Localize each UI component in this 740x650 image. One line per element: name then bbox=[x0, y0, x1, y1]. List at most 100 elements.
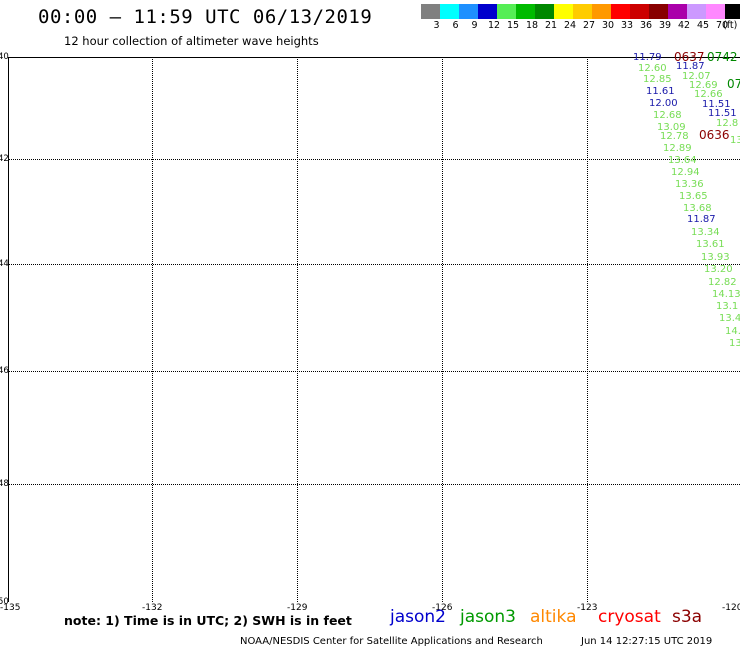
longitude-gridline bbox=[442, 57, 443, 602]
color-scale-label: 45 bbox=[697, 20, 710, 31]
wave-height-value: 13 bbox=[730, 135, 740, 146]
generated-timestamp: Jun 14 12:27:15 UTC 2019 bbox=[581, 636, 713, 647]
pass-time-label: 0742 bbox=[707, 50, 738, 64]
longitude-tick-label: -132 bbox=[142, 603, 163, 613]
wave-height-value: 13.4 bbox=[719, 313, 740, 324]
color-swatch bbox=[668, 4, 687, 19]
color-swatch bbox=[535, 4, 554, 19]
wave-height-value: 13.68 bbox=[683, 203, 712, 214]
color-swatch bbox=[573, 4, 592, 19]
satellite-legend-item: altika bbox=[530, 607, 577, 627]
wave-height-value: 13.36 bbox=[675, 179, 704, 190]
wave-height-value: 11.51 bbox=[702, 99, 731, 110]
color-scale-label: 18 bbox=[526, 20, 539, 31]
wave-height-value: 12.60 bbox=[638, 63, 667, 74]
latitude-gridline bbox=[8, 264, 740, 265]
latitude-tick-label: 42 bbox=[0, 154, 9, 164]
wave-height-value: 12.85 bbox=[643, 74, 672, 85]
wave-height-value: 12.89 bbox=[663, 143, 692, 154]
page-title: 00:00 – 11:59 UTC 06/13/2019 bbox=[38, 6, 373, 28]
color-swatch bbox=[611, 4, 630, 19]
color-scale-label: 42 bbox=[678, 20, 691, 31]
wave-height-value: 13.65 bbox=[679, 191, 708, 202]
wave-height-value: 12.8 bbox=[716, 118, 739, 129]
wave-height-value: 13.09 bbox=[657, 122, 686, 133]
color-swatch bbox=[706, 4, 725, 19]
color-scale-label: 12 bbox=[488, 20, 501, 31]
wave-height-value: 12.07 bbox=[682, 71, 711, 82]
wave-height-value: 12.00 bbox=[649, 98, 678, 109]
wave-height-value: 13.34 bbox=[691, 227, 720, 238]
pass-time-label: 0637 bbox=[674, 50, 705, 64]
wave-height-value: 11.87 bbox=[687, 214, 716, 225]
latitude-tick-label: 40 bbox=[0, 52, 9, 62]
color-swatch bbox=[440, 4, 459, 19]
color-swatch bbox=[497, 4, 516, 19]
color-scale-label: 3 bbox=[433, 20, 440, 31]
credit-line: NOAA/NESDIS Center for Satellite Applica… bbox=[240, 636, 543, 647]
wave-height-value: 13.61 bbox=[696, 239, 725, 250]
longitude-tick-label: -120 bbox=[722, 603, 740, 613]
wave-height-value: 13 bbox=[729, 338, 740, 349]
color-scale-label: 33 bbox=[621, 20, 634, 31]
longitude-tick-label: -123 bbox=[577, 603, 598, 613]
color-scale-label: 21 bbox=[545, 20, 558, 31]
wave-height-value: 12.68 bbox=[653, 110, 682, 121]
satellite-legend-item: cryosat bbox=[598, 607, 661, 627]
color-swatch bbox=[630, 4, 649, 19]
latitude-gridline bbox=[8, 159, 740, 160]
wave-height-value: 12.66 bbox=[694, 89, 723, 100]
color-scale-label: 15 bbox=[507, 20, 520, 31]
latitude-tick-label: 46 bbox=[0, 366, 9, 376]
color-scale-label: 39 bbox=[659, 20, 672, 31]
color-swatch bbox=[725, 4, 740, 19]
wave-height-value: 12.78 bbox=[660, 131, 689, 142]
wave-height-value: 11.61 bbox=[646, 86, 675, 97]
wave-height-value: 14. bbox=[725, 326, 740, 337]
color-swatch bbox=[516, 4, 535, 19]
longitude-gridline bbox=[587, 57, 588, 602]
latitude-tick-label: 48 bbox=[0, 479, 9, 489]
satellite-legend-item: jason2 bbox=[390, 607, 446, 627]
wave-height-value: 12.82 bbox=[708, 277, 737, 288]
color-swatch bbox=[687, 4, 706, 19]
wave-height-color-scale bbox=[421, 4, 740, 19]
wave-height-value: 13.1 bbox=[716, 301, 739, 312]
longitude-tick-label: -126 bbox=[432, 603, 453, 613]
pass-time-label: 07 bbox=[727, 77, 740, 91]
wave-height-value: 11.51 bbox=[708, 108, 737, 119]
color-swatch bbox=[649, 4, 668, 19]
wave-height-value: 13.93 bbox=[701, 252, 730, 263]
color-swatch bbox=[459, 4, 478, 19]
longitude-tick-label: -129 bbox=[287, 603, 308, 613]
wave-height-value: 11.87 bbox=[676, 61, 705, 72]
color-scale-labels: 3 6 9 12 15 18 21 24 27 30 33 36 39 42 45 70 (ft) bbox=[421, 20, 740, 34]
color-scale-label: 6 bbox=[452, 20, 459, 31]
latitude-tick-label: 50 bbox=[0, 597, 9, 607]
color-swatch bbox=[592, 4, 611, 19]
color-scale-label: 9 bbox=[471, 20, 478, 31]
color-scale-unit: (ft) bbox=[723, 20, 738, 31]
color-swatch bbox=[421, 4, 440, 19]
longitude-gridline bbox=[297, 57, 298, 602]
page-subtitle: 12 hour collection of altimeter wave hei… bbox=[64, 34, 319, 48]
wave-height-value: 14.13 bbox=[712, 289, 740, 300]
footnote: note: 1) Time is in UTC; 2) SWH is in fe… bbox=[64, 613, 352, 628]
satellite-legend-item: s3a bbox=[672, 607, 703, 627]
color-scale-label: 30 bbox=[602, 20, 615, 31]
wave-height-value: 12.94 bbox=[671, 167, 700, 178]
wave-height-value: 11.79 bbox=[633, 52, 662, 63]
latitude-gridline bbox=[8, 484, 740, 485]
longitude-tick-label: -135 bbox=[0, 603, 21, 613]
satellite-legend-item: jason3 bbox=[460, 607, 516, 627]
latitude-gridline bbox=[8, 371, 740, 372]
color-scale-label: 27 bbox=[583, 20, 596, 31]
map-plot-area bbox=[8, 57, 740, 602]
color-swatch bbox=[478, 4, 497, 19]
longitude-gridline bbox=[152, 57, 153, 602]
wave-height-value: 13.64 bbox=[668, 155, 697, 166]
color-scale-label: 24 bbox=[564, 20, 577, 31]
latitude-tick-label: 44 bbox=[0, 259, 9, 269]
color-scale-label: 36 bbox=[640, 20, 653, 31]
